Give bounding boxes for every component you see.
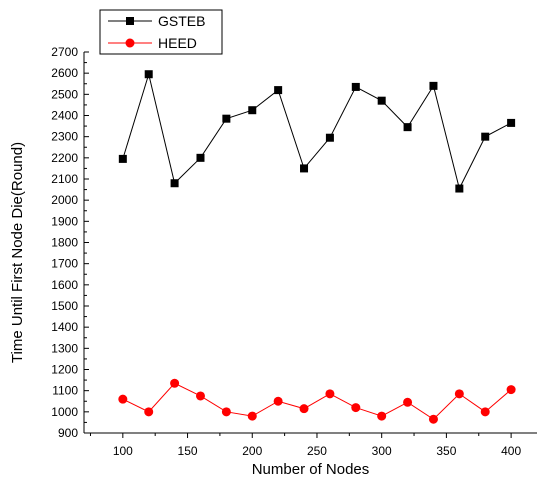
data-point: [247, 411, 257, 421]
series-heed: [118, 378, 516, 424]
x-axis-title: Number of Nodes: [252, 461, 370, 478]
data-point: [351, 82, 360, 91]
y-tick-label: 1900: [51, 214, 78, 228]
data-point: [428, 414, 438, 424]
series-gsteb: [118, 70, 516, 193]
legend-label: GSTEB: [158, 13, 205, 29]
data-point: [480, 407, 490, 417]
x-tick-label: 250: [307, 444, 327, 458]
legend-label: HEED: [158, 35, 197, 51]
y-tick-label: 2600: [51, 66, 78, 80]
data-point: [299, 404, 309, 414]
y-tick-label: 1400: [51, 320, 78, 334]
y-tick-label: 1500: [51, 299, 78, 313]
series-layer: [118, 70, 516, 424]
data-point: [325, 389, 335, 399]
data-point: [455, 184, 464, 193]
data-point: [274, 86, 283, 95]
legend-marker: [126, 17, 134, 25]
y-tick-label: 1200: [51, 363, 78, 377]
y-tick-label: 1800: [51, 236, 78, 250]
y-tick-label: 1300: [51, 341, 78, 355]
x-tick-label: 200: [242, 444, 262, 458]
y-tick-label: 1600: [51, 278, 78, 292]
data-point: [222, 114, 231, 123]
x-tick-label: 350: [436, 444, 456, 458]
series-line: [122, 72, 512, 190]
data-point: [506, 385, 516, 395]
y-tick-label: 2500: [51, 87, 78, 101]
data-point: [170, 179, 179, 188]
legend-marker: [125, 38, 135, 48]
x-tick-label: 150: [178, 444, 198, 458]
legend-box: [99, 9, 223, 55]
y-axis-title: Time Until First Node Die(Round): [9, 142, 26, 363]
data-point: [144, 407, 154, 417]
x-tick-label: 300: [372, 444, 392, 458]
data-point: [351, 403, 361, 413]
data-point: [403, 397, 413, 407]
data-point: [144, 70, 153, 79]
data-point: [377, 411, 387, 421]
y-tick-label: 2000: [51, 193, 78, 207]
legend: GSTEB HEED: [99, 9, 223, 55]
data-point: [507, 118, 516, 127]
y-tick-label: 2200: [51, 151, 78, 165]
data-point: [300, 164, 309, 173]
y-tick-label: 2100: [51, 172, 78, 186]
data-point: [273, 396, 283, 406]
data-point: [403, 123, 412, 132]
data-point: [221, 407, 231, 417]
data-point: [196, 153, 205, 162]
data-point: [481, 132, 490, 141]
y-tick-label: 1700: [51, 257, 78, 271]
data-point: [325, 133, 334, 142]
y-tick-label: 2700: [51, 45, 78, 59]
y-tick-label: 1000: [51, 405, 78, 419]
legend-item-gsteb: GSTEB: [108, 13, 205, 29]
y-tick-label: 2300: [51, 130, 78, 144]
x-tick-label: 400: [501, 444, 521, 458]
data-point: [118, 394, 128, 404]
data-point: [170, 378, 180, 388]
y-tick-label: 1100: [52, 384, 78, 398]
y-tick-label: 900: [58, 426, 78, 440]
data-point: [118, 154, 127, 163]
series-line: [122, 382, 512, 420]
y-tick-label: 2400: [51, 109, 78, 123]
x-tick-label: 100: [113, 444, 133, 458]
data-point: [454, 389, 464, 399]
data-point: [429, 81, 438, 90]
axes: 900 1000 1100 1200 1300 1400 1500 1600 1700 1800 1…: [51, 45, 537, 458]
legend-item-heed: HEED: [108, 35, 197, 51]
data-point: [377, 96, 386, 105]
data-point: [195, 391, 205, 401]
data-point: [248, 106, 257, 115]
